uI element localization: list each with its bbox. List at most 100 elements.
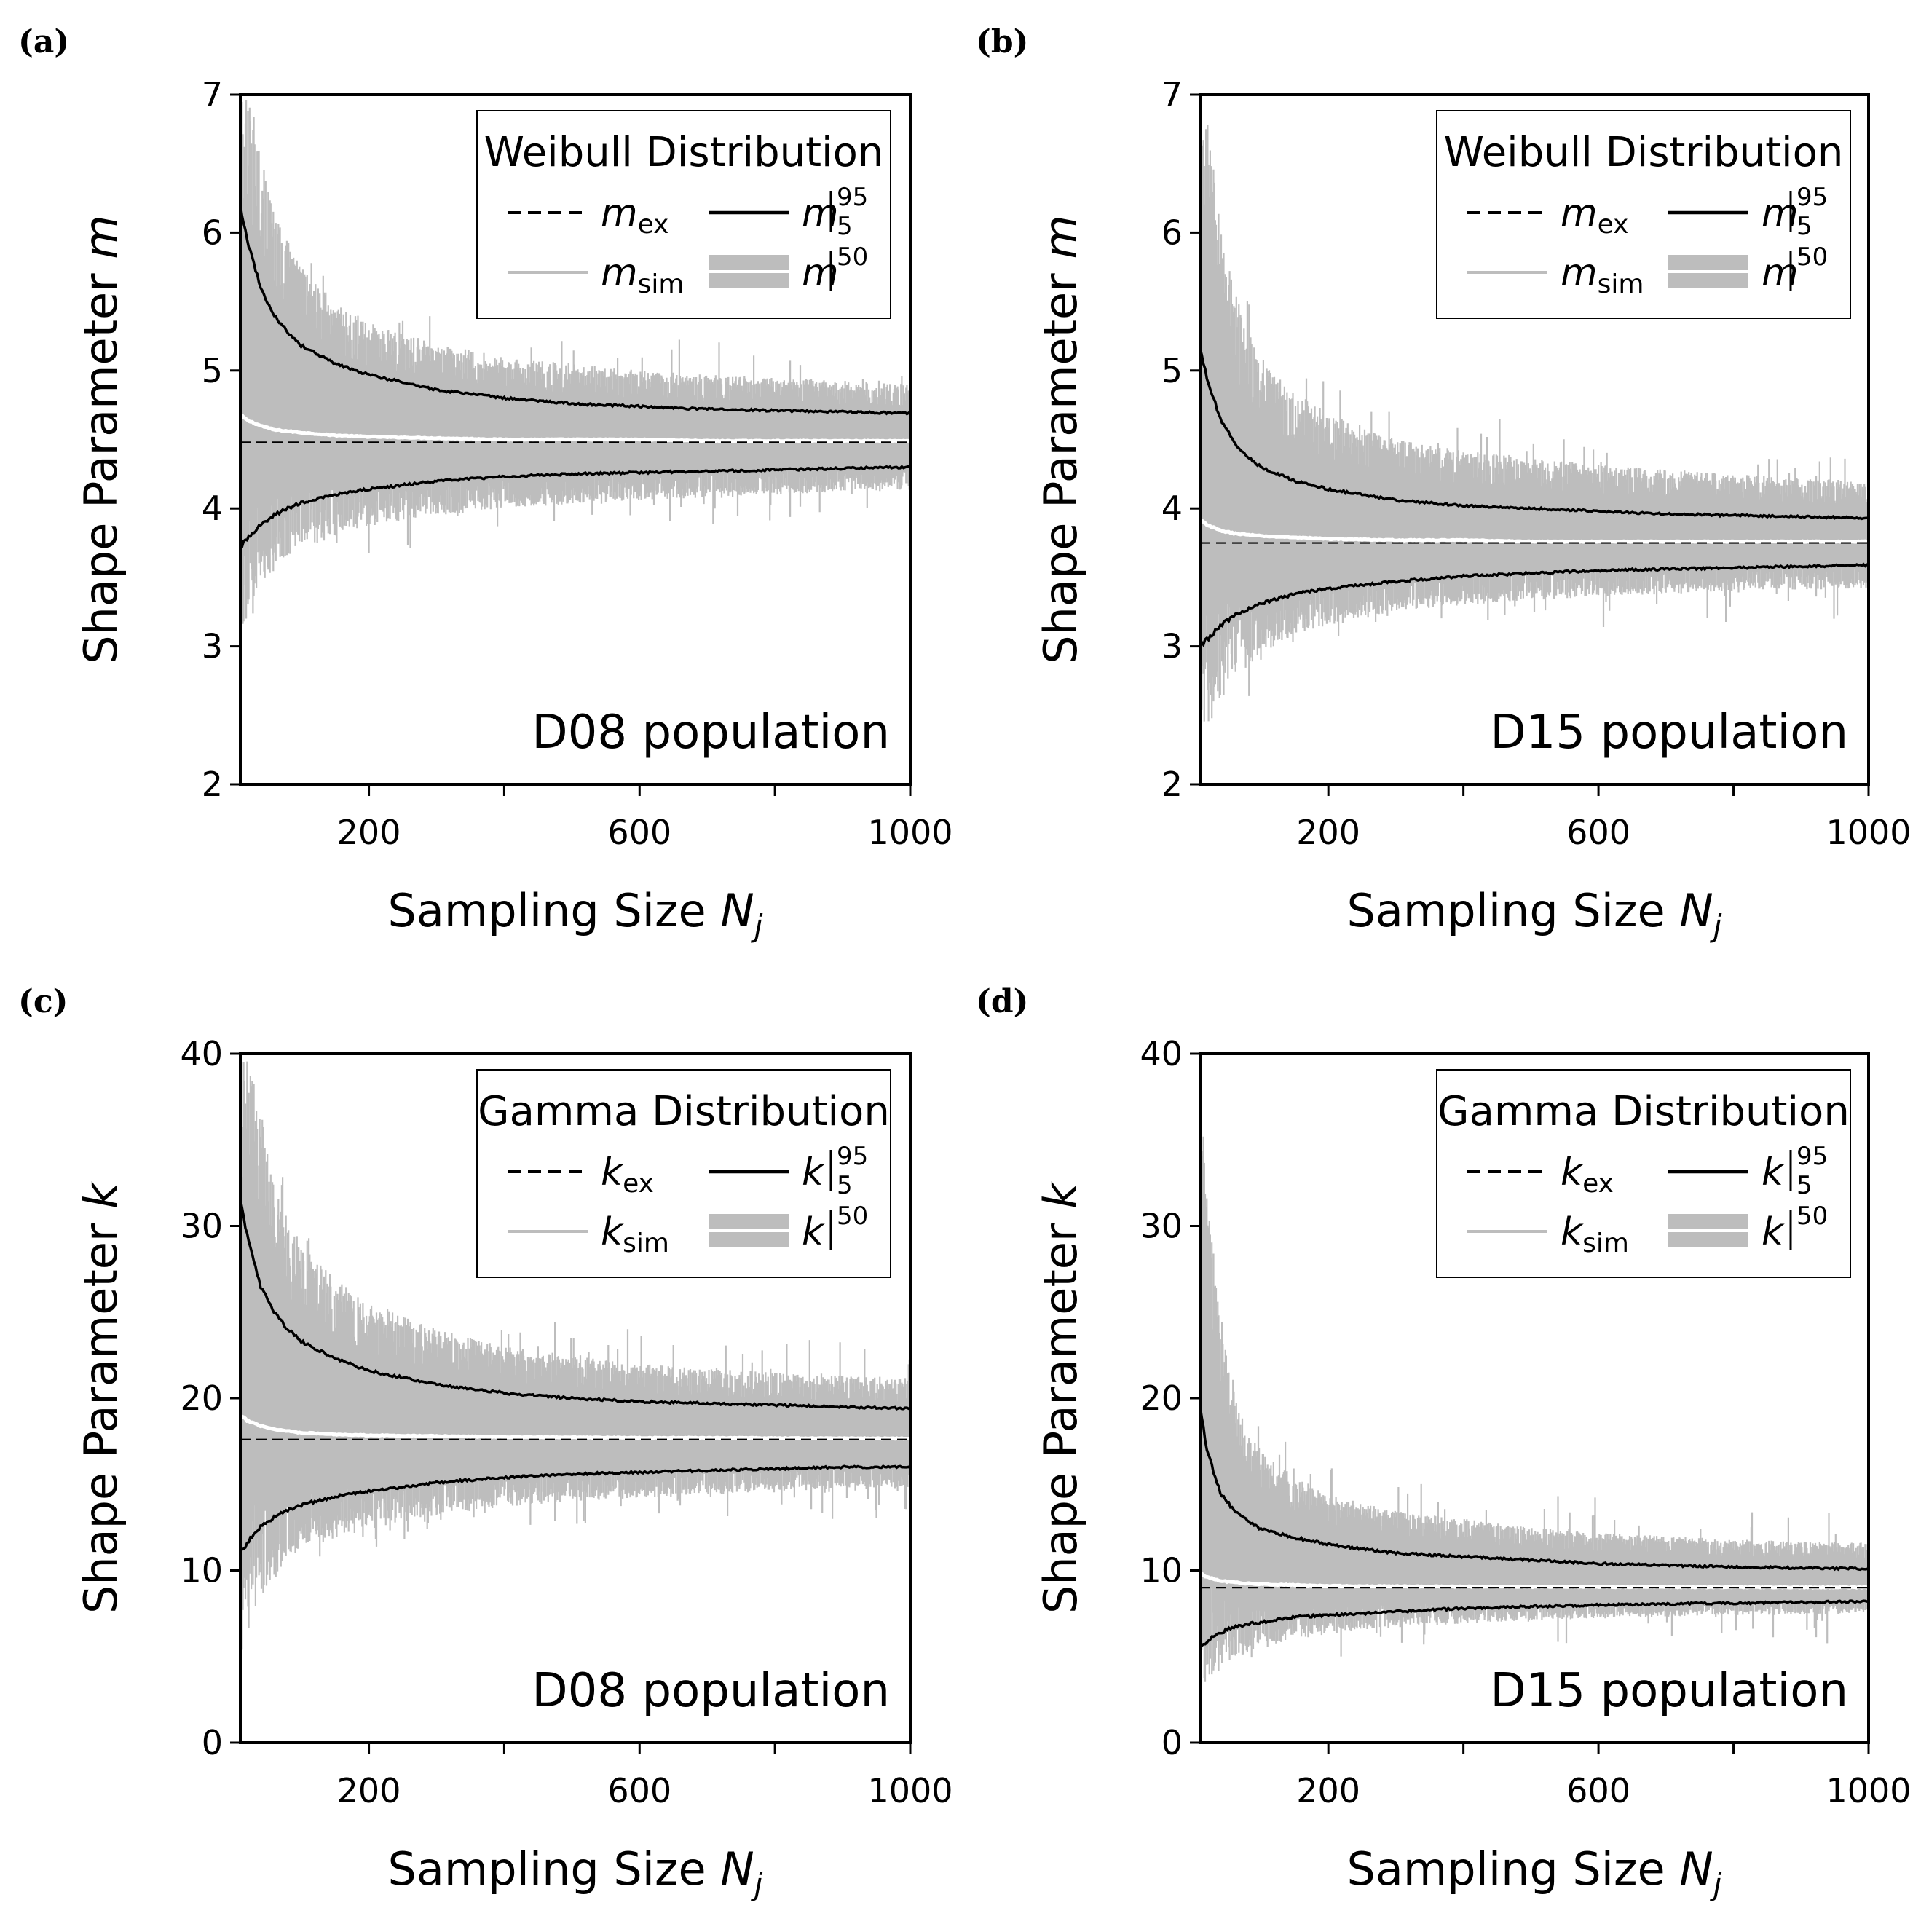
y-tick-label: 2: [1161, 765, 1183, 804]
p95-line: [240, 1199, 910, 1411]
legend-med-sup: 50: [1796, 1202, 1828, 1231]
legend-pct-sub: 5: [1796, 1171, 1812, 1200]
legend-sim-label: msim: [1561, 251, 1644, 299]
legend-ex-label: kex: [601, 1151, 654, 1199]
legend-var: m: [601, 251, 638, 295]
legend-var: k: [802, 1210, 825, 1254]
legend-title: Gamma Distribution: [478, 1088, 890, 1135]
y-tick-label: 4: [202, 489, 223, 528]
legend-sim-sub: sim: [638, 269, 685, 299]
x-axis-label-var: N: [1679, 884, 1713, 937]
legend-sim-label: ksim: [1561, 1210, 1629, 1258]
chart-panel-b: 2 3 4 5 6 7 200 600 1000 (b) Sampling Size Nj Shape…: [976, 23, 1912, 944]
y-tick-label: 6: [202, 213, 223, 252]
y-axis-label-main: Shape Parameter: [1034, 1209, 1087, 1614]
y-tick-label: 7: [202, 75, 223, 114]
legend-var: k: [1762, 1151, 1785, 1194]
legend-pct-sup: 95: [1796, 1142, 1828, 1171]
legend-pct-sup: 95: [837, 183, 868, 212]
legend-var: m: [1561, 251, 1598, 295]
x-tick-label: 200: [337, 813, 401, 852]
panel-letter: (b): [976, 23, 1028, 60]
y-tick-label: 20: [1140, 1379, 1183, 1418]
y-tick-label: 40: [1140, 1034, 1183, 1073]
legend-sim-sub: sim: [1598, 269, 1644, 299]
y-axis-label-main: Shape Parameter: [74, 1209, 127, 1614]
legend-pct-label: k: [802, 1151, 825, 1194]
legend-var: m: [1762, 251, 1799, 295]
legend-ex-label: mex: [601, 192, 668, 240]
legend-med-label: m: [802, 251, 839, 295]
legend-title: Weibull Distribution: [484, 129, 884, 176]
population-label: D08 population: [532, 1664, 890, 1718]
x-tick-label: 600: [1566, 1771, 1630, 1810]
legend-var: k: [601, 1151, 624, 1194]
legend-sim-sub: sim: [1582, 1229, 1629, 1258]
legend-ex-label: mex: [1561, 192, 1628, 240]
y-axis-label-var: m: [1034, 215, 1087, 259]
legend-sim-label: msim: [601, 251, 684, 299]
y-axis-label-var: k: [1034, 1181, 1087, 1209]
legend-var: k: [601, 1210, 624, 1254]
sim-band: [240, 1061, 910, 1650]
x-axis-label-sub: j: [1710, 908, 1722, 944]
legend-var: m: [802, 192, 839, 235]
legend-var: k: [1762, 1210, 1785, 1254]
legend-var: k: [1561, 1151, 1584, 1194]
plot-area: [240, 100, 910, 625]
legend-pct-label: m: [802, 192, 839, 235]
population-label: D08 population: [532, 706, 890, 760]
legend-title: Weibull Distribution: [1444, 129, 1844, 176]
panel-letter: (d): [976, 983, 1028, 1020]
y-axis-label-var: k: [74, 1181, 127, 1209]
legend-var: m: [601, 192, 638, 235]
legend-box: [476, 1069, 891, 1278]
median-line: [240, 412, 910, 443]
population-label: D15 population: [1490, 1664, 1848, 1718]
y-tick-label: 30: [180, 1207, 223, 1246]
panel-letter: (c): [18, 983, 68, 1020]
x-tick-label: 600: [607, 813, 671, 852]
p95-line: [240, 204, 910, 416]
legend-med-sup: 50: [1796, 243, 1828, 272]
legend-pct-sub: 5: [1796, 212, 1812, 241]
y-axis-label: Shape Parameter m: [1034, 215, 1087, 664]
x-axis-label: Sampling Size Nj: [1347, 884, 1722, 944]
y-axis-label-main: Shape Parameter: [74, 259, 127, 664]
legend-ex-sub: ex: [623, 1169, 654, 1199]
y-tick-label: 0: [1161, 1723, 1183, 1762]
legend-pct-sup: 95: [837, 1142, 868, 1171]
y-axis-label-main: Shape Parameter: [1034, 259, 1087, 664]
legend-med-label: k: [1762, 1210, 1785, 1254]
x-axis-label-main: Sampling Size: [388, 1842, 721, 1896]
chart-panel-a: 2 3 4 5 6 7 200 600 1000 (a) Sampling Size Nj Shape…: [18, 23, 953, 944]
p5-line: [240, 1464, 910, 1553]
plot-area: [1200, 104, 1869, 758]
sim-band: [1200, 1132, 1869, 1682]
x-axis-label-main: Sampling Size: [1347, 1842, 1680, 1896]
x-axis-label-sub: j: [751, 1866, 763, 1902]
x-axis-label-main: Sampling Size: [388, 884, 721, 937]
plot-area: [1200, 1132, 1869, 1682]
legend-box: [476, 110, 891, 319]
axes-frame: [239, 93, 912, 786]
legend-ex-label: kex: [1561, 1151, 1614, 1199]
p5-line: [1200, 562, 1869, 648]
legend-box: [1436, 1069, 1851, 1278]
y-tick-label: 7: [1161, 75, 1183, 114]
legend-var: m: [802, 251, 839, 295]
x-axis-label: Sampling Size Nj: [1347, 1842, 1722, 1902]
y-axis-label-var: m: [74, 215, 127, 259]
legend-pct-sub: 5: [837, 1171, 853, 1200]
legend-box: [1436, 110, 1851, 319]
axes-frame: [1199, 93, 1870, 786]
population-label: D15 population: [1490, 706, 1848, 760]
x-axis-label-var: N: [1679, 1842, 1713, 1896]
x-tick-label: 600: [607, 1771, 671, 1810]
x-axis-label-var: N: [720, 1842, 754, 1896]
